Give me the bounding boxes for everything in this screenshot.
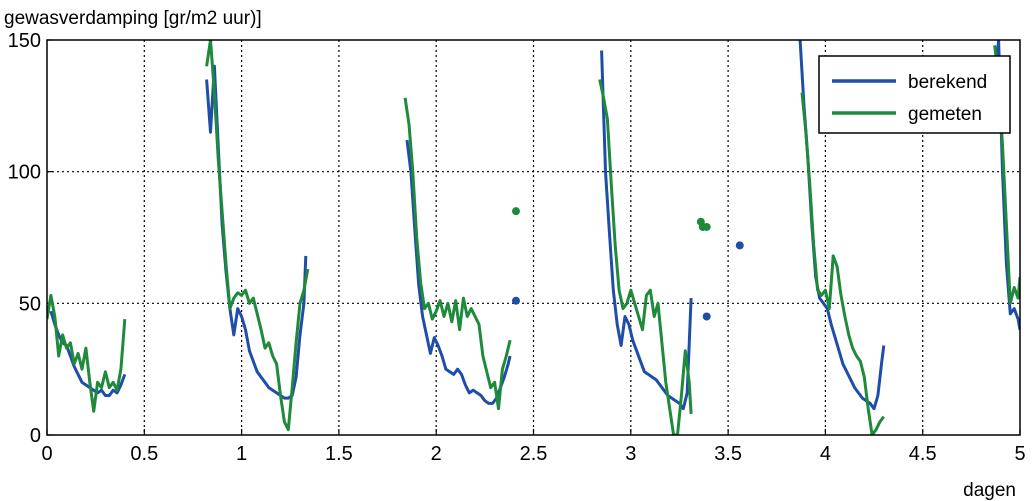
series-point-berekend [735, 241, 744, 250]
series-line-gemeten [403, 97, 512, 411]
y-tick-label: 50 [19, 293, 41, 315]
axes [46, 39, 1021, 436]
series-line-berekend [405, 139, 512, 405]
x-tick-label: 4 [820, 443, 831, 465]
x-tick-label: 2.5 [520, 443, 548, 465]
x-tick-label: 3.5 [714, 443, 742, 465]
y-tick-label: 150 [8, 30, 41, 52]
x-tick-label: 2 [431, 443, 442, 465]
series-point-berekend [702, 312, 711, 321]
series-point-gemeten [698, 222, 707, 231]
y-axis-label: gewasverdamping [gr/m2 uur)] [4, 8, 262, 29]
series-line-berekend [600, 50, 693, 411]
x-tick-label: 5 [1014, 443, 1025, 465]
x-tick-label: 1.5 [325, 443, 353, 465]
x-tick-label: 3 [625, 443, 636, 465]
legend-label-gemeten: gemeten [908, 104, 982, 125]
series-line-gemeten [800, 92, 885, 435]
legend-label-berekend: berekend [908, 72, 987, 93]
x-axis-label: dagen [963, 480, 1016, 501]
legend: berekend gemeten [818, 55, 1011, 134]
x-tick-label: 4.5 [909, 443, 937, 465]
series-line-gemeten [47, 293, 127, 413]
series-line-berekend [205, 64, 308, 400]
legend-box [818, 55, 1011, 134]
y-tick-label: 100 [8, 162, 41, 184]
series-line-berekend [49, 310, 127, 397]
x-tick-label: 0 [41, 443, 52, 465]
series-line-gemeten [205, 40, 310, 432]
x-tick-label: 0.5 [130, 443, 158, 465]
series-point-berekend [511, 296, 520, 305]
y-tick-label: 0 [30, 425, 41, 447]
plot-frame [46, 39, 1021, 436]
series-line-gemeten [598, 79, 693, 435]
series-point-gemeten [511, 207, 520, 216]
x-tick-label: 1 [236, 443, 247, 465]
